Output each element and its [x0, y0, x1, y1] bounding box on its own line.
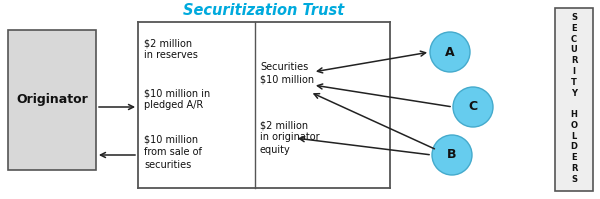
Text: R: R: [571, 164, 577, 173]
Text: C: C: [571, 35, 577, 44]
Text: I: I: [572, 67, 575, 76]
Text: S: S: [571, 13, 577, 22]
Circle shape: [453, 87, 493, 127]
Bar: [555, 8, 593, 191]
Text: $10 million in
pledged A/R: $10 million in pledged A/R: [144, 88, 210, 110]
Text: Securitization Trust: Securitization Trust: [184, 3, 344, 18]
Text: L: L: [571, 132, 577, 141]
Text: E: E: [571, 24, 577, 33]
Text: T: T: [571, 78, 577, 87]
Circle shape: [432, 135, 472, 175]
Bar: [8, 30, 96, 170]
Text: D: D: [571, 142, 577, 151]
Text: S: S: [571, 175, 577, 184]
Text: Securities
$10 million: Securities $10 million: [260, 62, 314, 84]
Text: B: B: [447, 148, 457, 162]
Circle shape: [430, 32, 470, 72]
Text: $2 million
in originator
equity: $2 million in originator equity: [260, 120, 320, 155]
Text: H: H: [571, 110, 577, 119]
Text: O: O: [571, 121, 577, 130]
Text: $2 million
in reserves: $2 million in reserves: [144, 38, 198, 60]
Text: Y: Y: [571, 89, 577, 98]
Text: $10 million
from sale of
securities: $10 million from sale of securities: [144, 135, 202, 170]
Text: Originator: Originator: [16, 94, 88, 106]
Text: C: C: [469, 100, 478, 113]
Text: A: A: [445, 46, 455, 59]
Text: U: U: [571, 46, 577, 55]
Text: E: E: [571, 153, 577, 162]
Text: R: R: [571, 56, 577, 65]
